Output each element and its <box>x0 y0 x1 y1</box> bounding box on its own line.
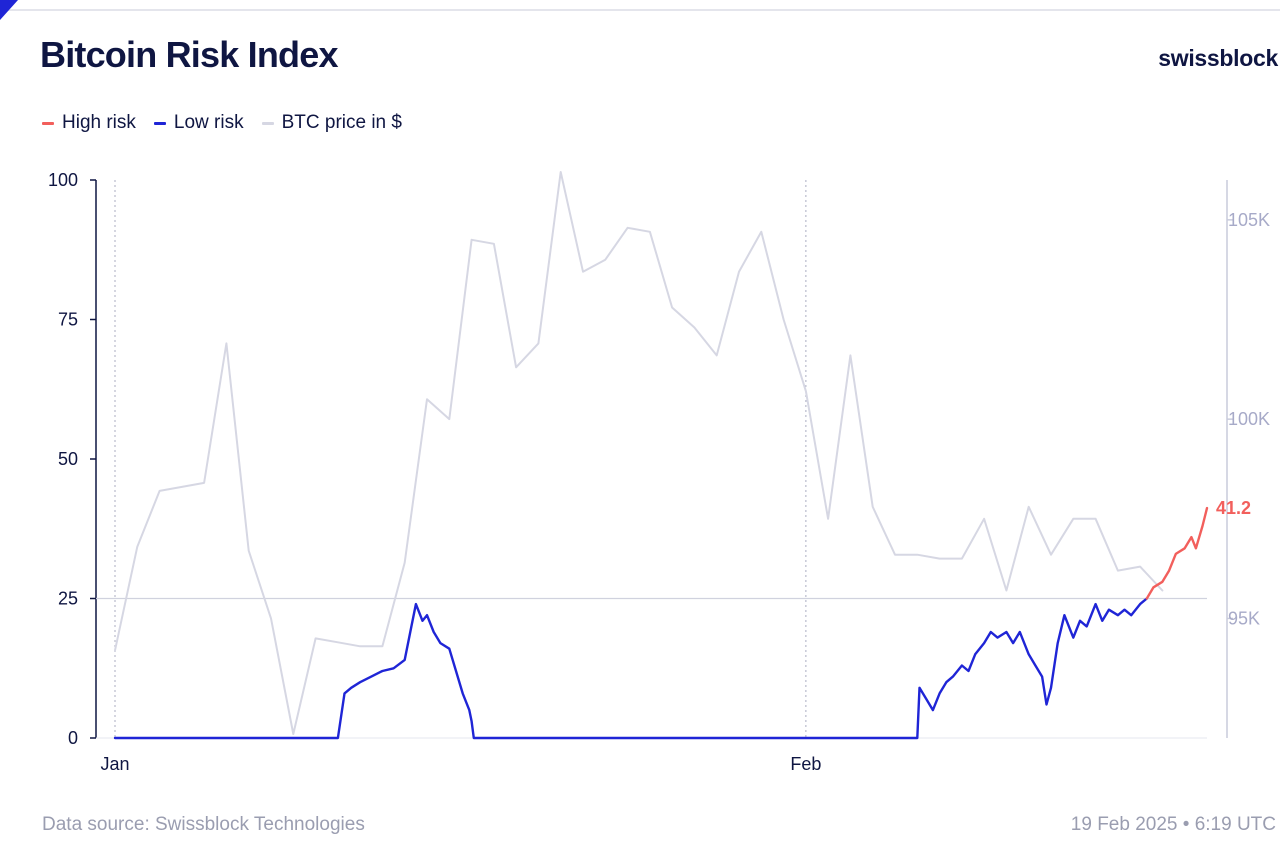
brand-logo: swissblock <box>1158 45 1278 71</box>
y-tick-label: 25 <box>58 589 78 609</box>
low-risk-line <box>113 597 1148 740</box>
chart-title: Bitcoin Risk Index <box>40 34 338 75</box>
legend-label-low-risk: Low risk <box>173 112 244 133</box>
y2-tick-label: 105K <box>1228 210 1270 230</box>
btc-price-line <box>114 171 1164 735</box>
y-tick-label: 75 <box>58 310 78 330</box>
last-value-label: 41.2 <box>1216 498 1251 518</box>
legend-label-btc-price: BTC price in $ <box>281 112 402 133</box>
timestamp: 19 Feb 2025 • 6:19 UTC <box>1070 814 1276 835</box>
legend-label-high-risk: High risk <box>62 112 136 133</box>
high-risk-line <box>1145 506 1209 600</box>
top-divider <box>0 9 1280 11</box>
legend-swatch-btc-price <box>261 121 274 125</box>
legend-swatch-low-risk <box>153 121 166 125</box>
x-tick-label: Feb <box>790 754 821 774</box>
legend: High risk Low risk BTC price in $ <box>42 112 402 134</box>
y2-tick-label: 100K <box>1228 409 1270 429</box>
legend-swatch-high-risk <box>42 121 54 125</box>
legend-item-low-risk: Low risk <box>153 112 244 134</box>
legend-item-btc-price: BTC price in $ <box>261 112 402 134</box>
data-source-note: Data source: Swissblock Technologies <box>42 814 365 835</box>
y-tick-label: 50 <box>58 449 78 469</box>
corner-accent <box>0 0 18 20</box>
y-tick-label: 100 <box>48 170 78 190</box>
legend-item-high-risk: High risk <box>42 112 136 134</box>
y2-tick-label: 95K <box>1228 608 1260 628</box>
y-tick-label: 0 <box>68 728 78 748</box>
x-tick-label: Jan <box>100 754 129 774</box>
